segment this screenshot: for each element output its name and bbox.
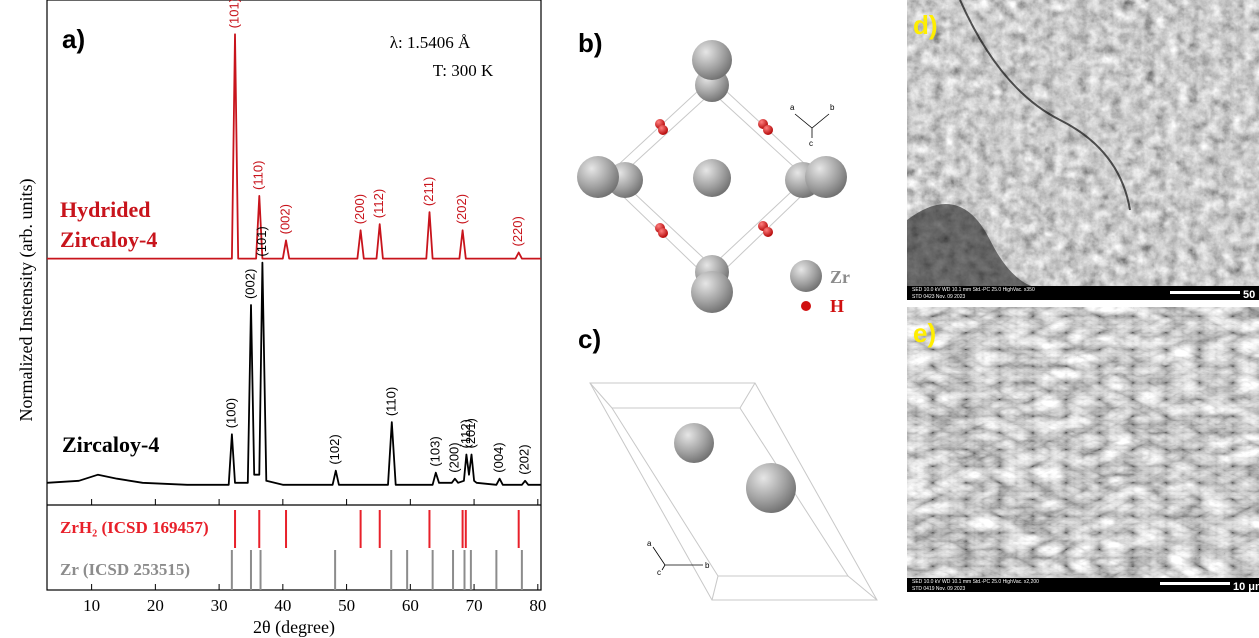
legend-label: Zircaloy-4 (62, 432, 159, 457)
x-tick-label: 60 (402, 596, 419, 615)
x-tick-label: 80 (529, 596, 546, 615)
panel-label: a) (62, 24, 85, 54)
xrd-plot: 10 20 30 40 50 60 70 80 (101) (110) (002) (200) (112… (47, 0, 546, 615)
sem-image-e: SED 10.0 kV WD 10.1 mm Std.-PC 25.0 High… (907, 307, 1259, 593)
panel-label: b) (578, 28, 603, 58)
reference-label: ZrH₂ (ICSD 169457) (60, 518, 209, 537)
sem-info: STD 0419 Nov. 09 2023 (912, 586, 965, 592)
sem-info: SED 10.0 kV WD 10.1 mm Std.-PC 25.0 High… (912, 287, 1035, 293)
peak-label: (002) (242, 269, 257, 299)
peak-label: (101) (226, 0, 241, 28)
panel-label: c) (578, 324, 601, 354)
scale-bar-label: 10 μm (1233, 581, 1259, 593)
axis-letter: c (657, 568, 661, 577)
axis-letter: a (790, 103, 795, 112)
peak-label: (211) (421, 177, 436, 206)
peak-label: (002) (277, 204, 292, 234)
peak-label: (102) (327, 434, 342, 464)
peak-label: (103) (427, 436, 442, 466)
sem-image-d: SED 10.0 kV WD 10.1 mm Std.-PC 25.0 High… (907, 0, 1259, 301)
y-axis-label: Normalized Instensity (arb. units) (16, 179, 37, 422)
peak-label: (110) (251, 161, 266, 190)
annotation: T: 300 K (433, 61, 494, 80)
peak-label: (100) (223, 398, 238, 428)
x-tick-label: 20 (147, 596, 164, 615)
axis-letter: b (705, 561, 710, 570)
axis-letter: c (809, 139, 813, 148)
plot-frame (47, 0, 541, 590)
peak-label: (200) (352, 194, 367, 224)
peak-label: (112) (371, 189, 386, 218)
figure: a) λ: 1.5406 Å T: 300 K 2θ (degree) Norm… (0, 0, 1259, 638)
legend-label: H (830, 296, 844, 316)
peak-label: (110) (383, 387, 398, 416)
legend-label: Zr (830, 267, 850, 287)
sem-info: SED 10.0 kV WD 10.1 mm Std.-PC 25.0 High… (912, 579, 1039, 585)
annotation: λ: 1.5406 Å (390, 33, 471, 52)
peak-label: (202) (454, 194, 469, 224)
x-tick-label: 30 (211, 596, 228, 615)
x-tick-label: 50 (338, 596, 355, 615)
x-tick-label: 70 (466, 596, 483, 615)
panel-label: e) (913, 318, 936, 348)
peak-label: (004) (491, 442, 506, 472)
reference-label: Zr (ICSD 253515) (60, 560, 190, 579)
x-tick-label: 10 (83, 596, 100, 615)
axis-letter: a (647, 539, 652, 548)
peak-label: (201) (463, 418, 478, 448)
crystal-structure-b: b) a b c Zr H (577, 28, 850, 316)
peak-label: (220) (510, 216, 525, 246)
x-tick-label: 40 (274, 596, 291, 615)
axis-letter: b (830, 103, 835, 112)
peak-label: (101) (254, 226, 269, 256)
sem-info: STD 0423 Nov. 09 2023 (912, 294, 965, 300)
peak-label: (202) (517, 444, 532, 474)
scale-bar-label: 50 μm (1243, 289, 1259, 301)
crystal-structure-c: c) a b c (578, 324, 877, 600)
x-axis-label: 2θ (degree) (253, 617, 335, 638)
panel-label: d) (913, 10, 938, 40)
